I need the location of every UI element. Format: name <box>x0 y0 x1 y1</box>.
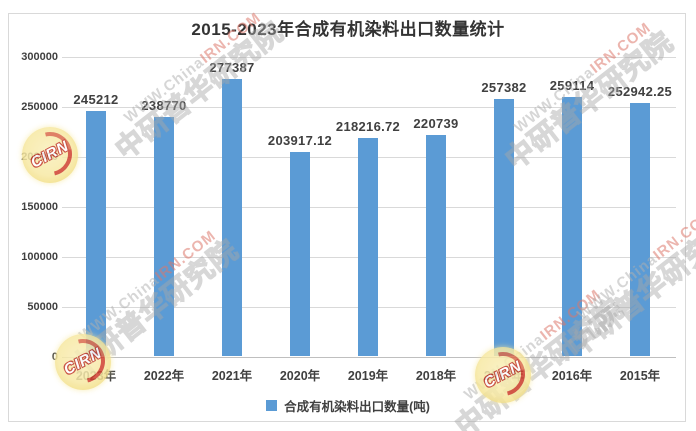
x-axis-tick-label: 2017年 <box>483 369 525 383</box>
bar <box>562 96 582 356</box>
bar <box>86 110 106 356</box>
bar-value-label: 245212 <box>73 91 119 107</box>
bar <box>494 98 514 356</box>
chart-frame <box>8 13 686 422</box>
bar-value-label: 238770 <box>141 98 187 114</box>
x-axis-tick-label: 2016年 <box>551 369 593 383</box>
bar <box>630 103 650 356</box>
x-axis-tick-label: 2018年 <box>415 369 457 383</box>
x-axis-tick-label: 2021年 <box>211 369 253 383</box>
bar-value-label: 277387 <box>209 59 255 75</box>
legend-label: 合成有机染料出口数量(吨) <box>284 400 430 414</box>
bar-value-label: 257382 <box>481 79 527 95</box>
y-axis-tick-label: 300000 <box>21 51 58 63</box>
bar <box>222 78 242 356</box>
y-axis-tick-label: 100000 <box>21 251 58 263</box>
y-axis-tick-label: 200000 <box>21 151 58 163</box>
legend-marker-icon <box>266 400 278 411</box>
bar-value-label: 259114 <box>549 77 595 93</box>
gridline <box>62 357 676 358</box>
gridline <box>62 57 676 58</box>
y-axis-tick-label: 150000 <box>21 201 58 213</box>
x-axis-tick-label: 2023年 <box>75 369 117 383</box>
bar <box>290 152 310 356</box>
y-axis-tick-label: 50000 <box>27 301 58 313</box>
bar <box>154 117 174 356</box>
x-axis-tick-label: 2015年 <box>619 369 661 383</box>
x-axis-tick-label: 2020年 <box>279 369 321 383</box>
y-axis-tick-label: 0 <box>51 351 58 363</box>
legend: 合成有机染料出口数量(吨) <box>0 396 696 415</box>
bar-value-label: 218216.72 <box>335 118 401 134</box>
plot-area: 300000 250000 200000 150000 100000 50000 0 2452… <box>21 51 676 383</box>
chart-title: 2015-2023年合成有机染料出口数量统计 <box>191 20 505 39</box>
gridline <box>62 107 676 108</box>
bar <box>358 137 378 356</box>
x-axis-tick-label: 2022年 <box>143 369 185 383</box>
bar-value-label: 220739 <box>413 116 459 132</box>
y-axis-tick-label: 250000 <box>21 101 58 113</box>
bar <box>426 135 446 356</box>
bar-value-label: 203917.12 <box>267 133 333 149</box>
bar-value-label: 252942.25 <box>607 84 673 100</box>
x-axis-tick-label: 2019年 <box>347 369 389 383</box>
